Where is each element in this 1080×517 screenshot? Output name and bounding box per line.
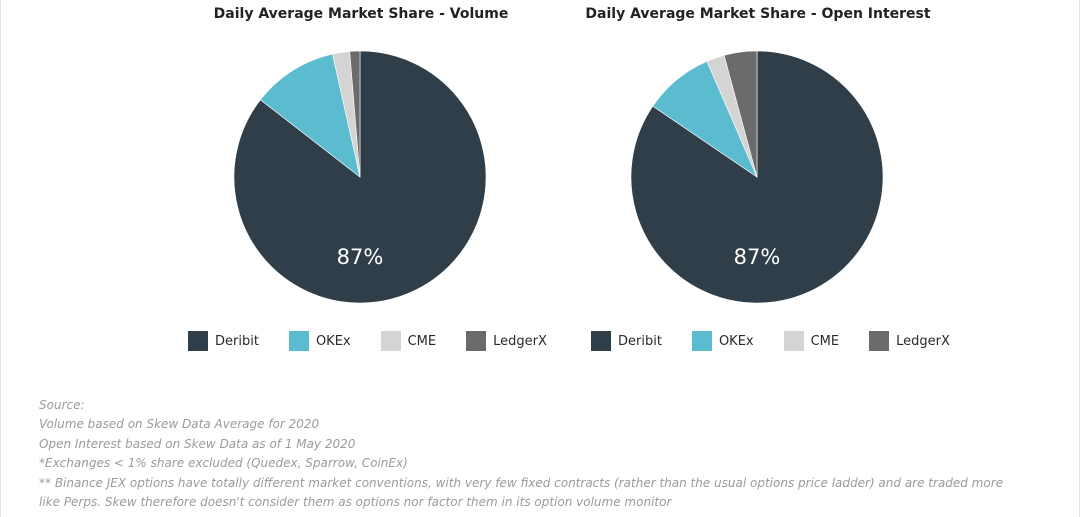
legend-item-deribit: Deribit (591, 331, 662, 351)
legend-swatch-deribit (591, 331, 611, 351)
footnote-binance-jex-cont: like Perps. Skew therefore doesn't consi… (39, 495, 672, 510)
pie-slice-ledgerx (349, 50, 361, 178)
footnote-volume: Volume based on Skew Data Average for 20… (39, 417, 320, 432)
legend-swatch-okex (691, 331, 712, 351)
volume-legend: Deribit OKEx CME LedgerX (188, 330, 547, 352)
volume-chart-panel: Daily Average Market Share - Volume 87% … (161, 0, 561, 370)
open-interest-chart-panel: Daily Average Market Share - Open Intere… (558, 0, 958, 370)
legend-swatch-okex (288, 331, 309, 351)
legend-swatch-cme (380, 331, 401, 351)
legend-label-ledgerx: LedgerX (493, 333, 547, 349)
legend-label-cme: CME (810, 333, 840, 349)
footnote-source: Source: (39, 398, 85, 412)
legend-item-cme: CME (783, 331, 840, 351)
legend-item-okex: OKEx (288, 331, 351, 351)
legend-label-okex: OKEx (315, 333, 351, 349)
legend-swatch-cme (783, 331, 804, 351)
pie-slice-deribit (630, 50, 884, 304)
legend-label-okex: OKEx (718, 333, 754, 349)
footnotes: Source: Volume based on Skew Data Averag… (39, 396, 1039, 512)
legend-item-cme: CME (380, 331, 437, 351)
open-interest-chart-title: Daily Average Market Share - Open Intere… (585, 6, 931, 22)
legend-label-deribit: Deribit (215, 333, 259, 349)
pie-slice-okex (260, 53, 361, 178)
legend-swatch-deribit (188, 331, 208, 351)
open-interest-legend: Deribit OKEx CME LedgerX (591, 330, 950, 352)
legend-label-ledgerx: LedgerX (896, 333, 950, 349)
pie-slice-deribit (233, 50, 487, 304)
footnote-open-interest: Open Interest based on Skew Data as of 1… (39, 436, 356, 451)
volume-chart-title: Daily Average Market Share - Volume (213, 6, 509, 22)
legend-label-deribit: Deribit (618, 333, 662, 349)
volume-pie-chart: 87% (233, 50, 487, 304)
footnote-exclusions: *Exchanges < 1% share excluded (Quedex, … (39, 456, 408, 471)
legend-item-okex: OKEx (691, 331, 754, 351)
footnote-binance-jex: ** Binance JEX options have totally diff… (39, 475, 1004, 490)
pie-center-label: 87% (734, 245, 781, 269)
legend-label-cme: CME (407, 333, 437, 349)
legend-item-ledgerx: LedgerX (466, 331, 547, 351)
pie-slice-ledgerx (723, 50, 758, 178)
open-interest-pie-chart: 87% (630, 50, 884, 304)
legend-swatch-ledgerx (466, 331, 487, 351)
legend-item-ledgerx: LedgerX (869, 331, 950, 351)
legend-swatch-ledgerx (869, 331, 890, 351)
legend-item-deribit: Deribit (188, 331, 259, 351)
pie-center-label: 87% (337, 245, 384, 269)
